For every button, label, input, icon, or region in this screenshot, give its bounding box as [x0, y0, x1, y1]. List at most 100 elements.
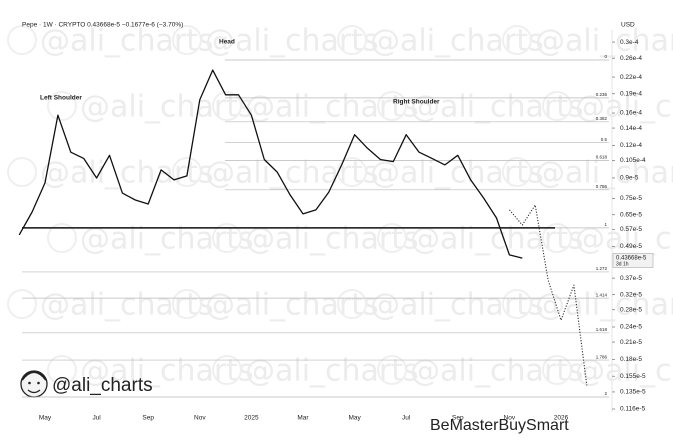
- watermark-face: [337, 289, 367, 319]
- watermark-face: [47, 223, 77, 253]
- x-tick-label: May: [39, 415, 52, 422]
- watermark-face: [377, 355, 407, 385]
- y-tick-label: 0.105e-4: [620, 157, 646, 164]
- watermark-text: @ali_charts: [410, 354, 584, 389]
- watermark-face: [7, 289, 37, 319]
- y-tick-label: 0.3e-4: [620, 39, 639, 46]
- watermark-face: [172, 157, 202, 187]
- y-tick-label: 0.18e-5: [620, 356, 642, 363]
- watermark-text: @ali_charts: [535, 24, 673, 59]
- y-tick-label: 0.9e-5: [620, 175, 639, 182]
- last-price-label: 0.43668e-5: [616, 256, 647, 262]
- pattern-annotation: Right Shoulder: [393, 99, 440, 106]
- watermark-text: @ali_charts: [245, 354, 419, 389]
- y-tick-label: 0.65e-5: [620, 211, 642, 218]
- fib-level-label: 1.414: [596, 292, 608, 297]
- y-tick-label: 0.19e-4: [620, 90, 642, 97]
- x-tick-label: Mar: [297, 415, 309, 422]
- x-tick-label: Nov: [504, 415, 516, 422]
- watermark-text: @ali_charts: [80, 90, 254, 125]
- y-tick-label: 0.57e-5: [620, 226, 642, 233]
- watermark-text: @ali_charts: [575, 354, 673, 389]
- watermark-text: @ali_charts: [205, 288, 379, 323]
- watermark-text: @ali_charts: [370, 24, 544, 59]
- watermark-face: [502, 25, 532, 55]
- brand-text: @ali_charts: [52, 375, 153, 396]
- x-tick-label: Jul: [402, 415, 411, 422]
- fib-level-label: 0.5: [601, 137, 608, 142]
- last-price-countdown: 3d 1h: [616, 261, 629, 267]
- watermark-face: [47, 91, 77, 121]
- watermark-text: @ali_charts: [370, 288, 544, 323]
- fib-level-label: 1.618: [596, 327, 608, 332]
- y-tick-label: 0.49e-5: [620, 243, 642, 250]
- watermark-text: @ali_charts: [40, 156, 214, 191]
- logo-mouth: [27, 389, 41, 394]
- x-tick-label: Jul: [92, 415, 101, 422]
- watermark-face: [502, 289, 532, 319]
- watermark-face: [337, 25, 367, 55]
- x-tick-label: Sep: [142, 415, 154, 422]
- brand-logo: @ali_charts: [20, 370, 153, 398]
- overlay-watermark: BeMasterBuySmart: [430, 417, 569, 434]
- watermark-text: @ali_charts: [245, 90, 419, 125]
- y-tick-label: 0.32e-5: [620, 291, 642, 298]
- x-tick-label: May: [348, 415, 361, 422]
- fib-level-label: 0.786: [596, 184, 608, 189]
- y-tick-label: 0.22e-4: [620, 74, 642, 81]
- watermark-text: @ali_charts: [575, 90, 673, 125]
- y-tick-label: 0.37e-5: [620, 275, 642, 282]
- fib-level-label: 0.236: [596, 92, 608, 97]
- pattern-annotation: Left Shoulder: [40, 95, 82, 102]
- logo-eye: [37, 381, 40, 385]
- last-price-tag: [612, 253, 654, 268]
- plot-area: 0.3e-4 0.26e-4 0.22e-4 0.19e-4 0.16e-4 0.14e-…: [18, 39, 654, 422]
- watermark-text: @ali_charts: [80, 354, 254, 389]
- watermark-text: @ali_charts: [535, 288, 673, 323]
- y-tick-label: 0.155e-5: [620, 373, 646, 380]
- y-tick-label: 0.16e-4: [620, 110, 642, 117]
- watermark-face: [542, 223, 572, 253]
- logo-eye: [28, 381, 31, 385]
- watermark-face: [172, 289, 202, 319]
- y-tick-label: 0.116e-5: [620, 406, 646, 413]
- y-tick-label: 0.75e-5: [620, 195, 642, 202]
- fib-level-label: 1: [604, 222, 607, 227]
- x-tick-label: Sep: [452, 415, 464, 422]
- y-tick-label: 0.26e-4: [620, 55, 642, 62]
- fib-level-label: 0: [604, 54, 607, 59]
- y-tick-label: 0.24e-5: [620, 324, 642, 331]
- watermark-face: [212, 355, 242, 385]
- watermark-face: [212, 91, 242, 121]
- fib-level-label: 1.272: [596, 266, 608, 271]
- watermark-face: [377, 223, 407, 253]
- watermark-layer: @ali_charts@ali_charts@ali_charts@ali_ch…: [7, 24, 673, 389]
- y-unit: USD: [621, 22, 635, 29]
- watermark-face: [542, 355, 572, 385]
- fib-level-label: 2: [604, 391, 607, 396]
- x-tick-label: Nov: [194, 415, 206, 422]
- x-tick-label: 2026: [554, 415, 569, 422]
- projection-line: [508, 204, 588, 386]
- pattern-annotation: Head: [219, 39, 235, 46]
- watermark-text: @ali_charts: [205, 24, 379, 59]
- watermark-face: [7, 25, 37, 55]
- watermark-text: @ali_charts: [575, 222, 673, 257]
- price-line: [18, 69, 523, 259]
- y-tick-label: 0.12e-4: [620, 142, 642, 149]
- fib-level-label: 0.618: [596, 155, 608, 160]
- y-tick-label: 0.14e-4: [620, 125, 642, 132]
- y-tick-label: 0.21e-5: [620, 339, 642, 346]
- x-tick-label: 2025: [244, 415, 259, 422]
- watermark-face: [377, 91, 407, 121]
- y-tick-label: 0.135e-5: [620, 389, 646, 396]
- watermark-face: [172, 25, 202, 55]
- watermark-face: [542, 91, 572, 121]
- watermark-text: @ali_charts: [370, 156, 544, 191]
- watermark-text: @ali_charts: [410, 90, 584, 125]
- watermark-face: [47, 355, 77, 385]
- watermark-face: [212, 223, 242, 253]
- chart-header: Pepe · 1W · CRYPTO 0.43668e-5 −0.1677e-6…: [22, 22, 183, 29]
- fib-level-label: 0.382: [596, 116, 608, 121]
